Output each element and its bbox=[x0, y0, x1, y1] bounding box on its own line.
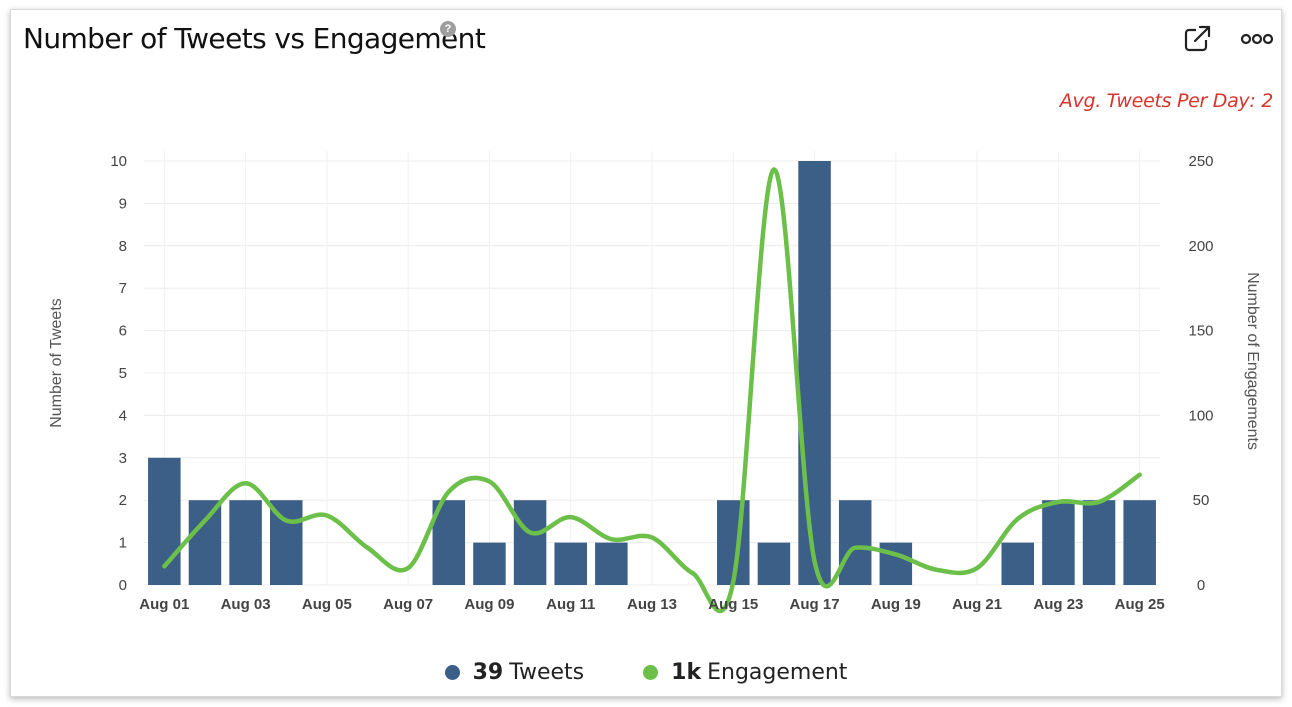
legend-item-tweets[interactable]: 39 Tweets bbox=[444, 660, 585, 685]
y-tick-left: 6 bbox=[119, 323, 127, 340]
bar-tweets bbox=[229, 500, 262, 585]
legend-item-engagement[interactable]: 1k Engagement bbox=[643, 660, 847, 685]
engagement-total: 1k bbox=[671, 660, 702, 685]
bar-tweets bbox=[798, 161, 831, 585]
more-options-icon[interactable] bbox=[1239, 28, 1275, 50]
y-axis-title-right: Number of Engagements bbox=[1244, 272, 1261, 450]
bar-tweets bbox=[473, 542, 506, 585]
y-axis-title-left: Number of Tweets bbox=[48, 298, 65, 428]
tweets-label: Tweets bbox=[509, 660, 585, 685]
y-tick-left: 0 bbox=[119, 577, 127, 594]
x-tick-label: Aug 25 bbox=[1115, 596, 1165, 613]
y-tick-right: 0 bbox=[1197, 577, 1205, 594]
bar-tweets bbox=[188, 500, 222, 585]
x-tick-label: Aug 15 bbox=[708, 596, 758, 613]
engagement-label: Engagement bbox=[707, 660, 848, 685]
bar-tweets bbox=[879, 542, 913, 585]
y-tick-left: 3 bbox=[119, 450, 127, 467]
chart-card: Number of Tweets vs Engagement ? Avg. Tw… bbox=[10, 9, 1282, 697]
bar-tweets bbox=[1123, 500, 1156, 585]
bar-tweets bbox=[554, 542, 587, 585]
external-link-icon[interactable] bbox=[1183, 24, 1213, 54]
y-tick-left: 9 bbox=[119, 195, 127, 212]
y-tick-left: 4 bbox=[119, 407, 127, 424]
y-tick-right: 50 bbox=[1193, 492, 1210, 509]
x-tick-label: Aug 05 bbox=[302, 596, 352, 613]
y-tick-right: 250 bbox=[1188, 153, 1213, 170]
legend: 39 Tweets 1k Engagement bbox=[11, 660, 1281, 686]
y-tick-left: 5 bbox=[119, 365, 127, 382]
y-tick-right: 150 bbox=[1188, 323, 1213, 340]
x-tick-label: Aug 09 bbox=[464, 596, 514, 613]
x-tick-label: Aug 13 bbox=[627, 596, 677, 613]
y-tick-right: 100 bbox=[1188, 407, 1213, 424]
bar-tweets bbox=[757, 542, 791, 585]
y-tick-left: 8 bbox=[119, 238, 127, 255]
y-tick-left: 2 bbox=[119, 492, 127, 509]
engagement-dot-icon bbox=[643, 665, 659, 680]
y-tick-left: 7 bbox=[119, 280, 127, 297]
x-tick-label: Aug 01 bbox=[139, 596, 189, 613]
bar-tweets bbox=[1001, 542, 1035, 585]
y-tick-left: 1 bbox=[119, 535, 127, 552]
series-line-engagement bbox=[162, 167, 1142, 614]
x-tick-label: Aug 21 bbox=[952, 596, 1002, 613]
bar-tweets bbox=[838, 500, 872, 585]
bar-tweets bbox=[1082, 500, 1116, 585]
bar-tweets bbox=[595, 542, 628, 585]
x-tick-label: Aug 07 bbox=[383, 596, 433, 613]
bar-tweets bbox=[513, 500, 547, 585]
tweets-dot-icon bbox=[444, 665, 460, 680]
y-tick-left: 10 bbox=[110, 153, 127, 170]
avg-tweets-per-day: Avg. Tweets Per Day: 2 bbox=[1059, 90, 1274, 112]
x-tick-label: Aug 23 bbox=[1033, 596, 1083, 613]
x-tick-label: Aug 11 bbox=[546, 596, 595, 613]
tweets-total: 39 bbox=[472, 660, 504, 685]
x-tick-label: Aug 03 bbox=[221, 596, 271, 613]
x-tick-label: Aug 17 bbox=[790, 596, 840, 613]
x-tick-label: Aug 19 bbox=[871, 596, 921, 613]
chart-title: Number of Tweets vs Engagement bbox=[23, 22, 486, 55]
y-tick-right: 200 bbox=[1188, 238, 1213, 255]
help-icon[interactable]: ? bbox=[440, 21, 456, 37]
bar-tweets bbox=[1042, 500, 1075, 585]
